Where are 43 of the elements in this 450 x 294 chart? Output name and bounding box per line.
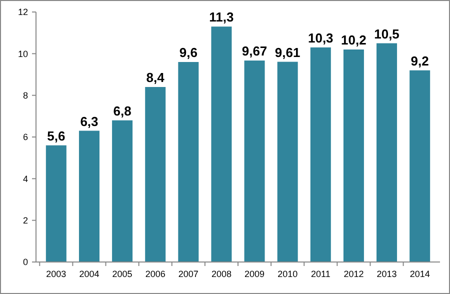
x-tick-label: 2011 [310, 269, 330, 279]
y-tick-label: 4 [22, 174, 28, 184]
x-tick-label: 2009 [244, 269, 265, 279]
data-label: 10,3 [308, 30, 334, 46]
data-label: 8,4 [146, 70, 166, 85]
bar [410, 70, 430, 262]
data-label: 9,67 [242, 44, 268, 59]
data-label: 9,2 [410, 53, 429, 68]
bar [145, 87, 166, 262]
bar [211, 26, 232, 262]
y-tick-label: 12 [18, 7, 28, 18]
x-tick-label: 2004 [79, 269, 100, 279]
bar [112, 120, 133, 262]
y-tick-label: 8 [22, 90, 28, 100]
x-tick-label: 2005 [112, 269, 132, 279]
data-label: 10,5 [374, 26, 400, 42]
y-tick-label: 0 [22, 257, 28, 268]
bar [277, 62, 298, 262]
data-label: 11,3 [209, 10, 234, 25]
x-tick-label: 2003 [46, 269, 66, 279]
bar [46, 145, 66, 262]
x-tick-label: 2006 [145, 269, 166, 279]
data-label: 6,3 [80, 114, 98, 129]
bar [178, 62, 199, 262]
x-tick-label: 2010 [278, 269, 298, 279]
x-tick-label: 2008 [211, 269, 232, 279]
bar [376, 43, 398, 262]
y-tick-label: 6 [22, 132, 28, 142]
bar [310, 47, 331, 262]
y-tick-label: 10 [18, 48, 28, 59]
x-tick-label: 2013 [376, 269, 397, 279]
x-tick-label: 2007 [178, 269, 198, 279]
bar [343, 50, 364, 262]
data-label: 9,61 [274, 44, 300, 60]
x-tick-label: 2014 [410, 269, 430, 279]
data-label: 5,6 [47, 128, 66, 144]
data-label: 9,6 [179, 45, 198, 60]
x-tick-label: 2012 [344, 269, 364, 279]
bar [78, 130, 100, 262]
y-tick-label: 2 [22, 215, 28, 226]
bar [244, 60, 265, 262]
data-label: 6,8 [113, 103, 132, 118]
data-label: 10,2 [341, 32, 366, 48]
